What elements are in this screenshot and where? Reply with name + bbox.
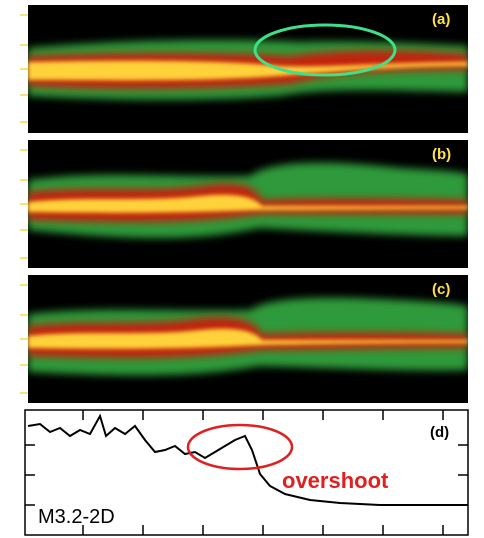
frame-ticks [25, 410, 468, 535]
panel-a: (a) [28, 5, 468, 133]
panel-d: (d) overshoot M3.2-2D [24, 409, 469, 536]
panel-c: (c) [28, 275, 468, 403]
highlight-ellipse [253, 23, 397, 77]
highlight-ellipse [186, 423, 294, 471]
annotation: overshoot [282, 468, 389, 493]
model-label: M3.2-2D [38, 506, 115, 528]
profile-line [27, 413, 468, 506]
density-core [28, 194, 468, 213]
panel-label: (a) [432, 11, 450, 28]
panel-b: (b) [28, 140, 468, 268]
edge-ticks [20, 14, 28, 394]
density-core [28, 328, 468, 349]
panel-label: (d) [430, 424, 449, 441]
panel-frame [24, 409, 469, 536]
panel-label: (c) [432, 281, 450, 298]
panel-label: (b) [432, 146, 451, 163]
density-core [28, 60, 468, 81]
